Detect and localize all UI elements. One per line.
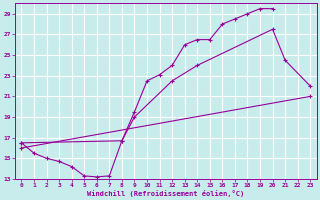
X-axis label: Windchill (Refroidissement éolien,°C): Windchill (Refroidissement éolien,°C) [87, 190, 244, 197]
